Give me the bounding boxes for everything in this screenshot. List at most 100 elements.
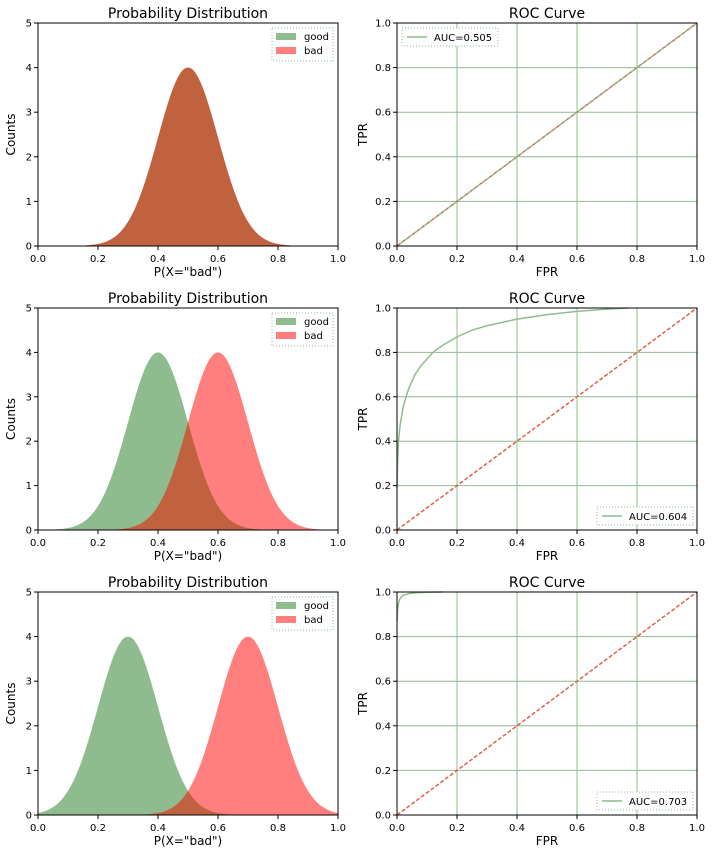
diagonal-line — [396, 591, 698, 816]
x-tick-label: 0.8 — [629, 823, 645, 834]
y-axis-label: Counts — [4, 398, 18, 440]
area-bad — [38, 636, 338, 815]
x-tick-label: 1.0 — [689, 538, 705, 549]
legend: good bad — [271, 596, 334, 631]
area-overlap — [38, 422, 338, 530]
y-tick-label: 0 — [26, 811, 32, 822]
x-tick-label: 0.8 — [629, 538, 645, 549]
x-tick-label: 0.6 — [569, 538, 585, 549]
legend-box — [271, 596, 334, 631]
y-tick-label: 0.2 — [375, 766, 391, 777]
x-tick-label: 0.4 — [150, 254, 166, 265]
diagonal-line — [396, 307, 698, 531]
legend: good bad — [271, 27, 334, 62]
y-tick-label: 0.6 — [375, 108, 391, 119]
y-tick-label: 3 — [26, 392, 32, 403]
x-tick-label: 0.4 — [509, 538, 525, 549]
y-tick-label: 0.6 — [375, 677, 391, 688]
legend-label-good: good — [304, 32, 329, 43]
y-axis-label: TPR — [356, 692, 370, 716]
legend-swatch-good — [276, 318, 296, 325]
x-tick-label: 1.0 — [330, 823, 346, 834]
x-tick-label: 0.0 — [30, 538, 46, 549]
x-tick-label: 0.0 — [389, 254, 405, 265]
roc-curve — [396, 591, 443, 622]
y-tick-label: 1.0 — [375, 19, 391, 30]
chart-title: Probability Distribution — [108, 291, 268, 307]
legend-swatch-good — [276, 602, 296, 609]
x-tick-label: 0.0 — [389, 823, 405, 834]
y-tick-label: 4 — [26, 348, 32, 359]
x-tick-label: 0.2 — [90, 538, 106, 549]
legend: AUC=0.703 — [596, 791, 694, 811]
x-axis-label: FPR — [536, 549, 558, 563]
legend: good bad — [271, 312, 334, 347]
x-tick-label: 0.4 — [150, 823, 166, 834]
legend-swatch-bad — [276, 616, 296, 623]
legend-label-auc: AUC=0.604 — [629, 512, 687, 523]
legend-label-bad: bad — [304, 615, 323, 626]
y-tick-label: 0.8 — [375, 348, 391, 359]
legend-label-bad: bad — [304, 331, 323, 342]
legend-box — [596, 506, 694, 526]
chart-title: Probability Distribution — [108, 575, 268, 591]
x-tick-label: 1.0 — [689, 823, 705, 834]
panel-row1-right: 0.0 0.2 0.4 0.6 0.8 1.0 0.0 0.2 0.4 0.6 0.8 1.0 ROC … — [356, 6, 705, 279]
x-axis-label: P(X="bad") — [154, 834, 223, 848]
x-tick-label: 0.2 — [90, 254, 106, 265]
legend-label-bad: bad — [304, 46, 323, 57]
axes-frame — [396, 591, 698, 816]
x-axis-label: FPR — [536, 834, 558, 848]
y-tick-label: 4 — [26, 632, 32, 643]
axes-frame — [37, 307, 339, 531]
y-tick-label: 0.4 — [375, 152, 391, 163]
legend: AUC=0.604 — [596, 506, 694, 526]
axes-frame — [396, 307, 698, 531]
x-tick-label: 0.2 — [449, 538, 465, 549]
y-tick-label: 0.2 — [375, 481, 391, 492]
x-tick-label: 0.6 — [569, 254, 585, 265]
legend-label-good: good — [304, 317, 329, 328]
area-good — [38, 636, 338, 815]
x-tick-label: 0.8 — [270, 254, 286, 265]
y-tick-label: 5 — [26, 304, 32, 315]
x-tick-label: 0.4 — [509, 254, 525, 265]
x-tick-label: 0.2 — [449, 823, 465, 834]
y-tick-label: 0.0 — [375, 242, 391, 253]
panel-row2-left: 0.0 0.2 0.4 0.6 0.8 1.0 0 1 2 3 4 5 Probability Dist… — [4, 291, 346, 563]
y-tick-label: 0.4 — [375, 437, 391, 448]
legend-label-auc: AUC=0.703 — [629, 797, 687, 808]
y-axis-label: Counts — [4, 114, 18, 156]
y-tick-label: 0.0 — [375, 526, 391, 537]
y-tick-label: 0.0 — [375, 811, 391, 822]
y-tick-label: 1.0 — [375, 304, 391, 315]
panel-row3-right: 0.0 0.2 0.4 0.6 0.8 1.0 0.0 0.2 0.4 0.6 0.8 1.0 ROC … — [356, 575, 705, 848]
y-tick-label: 0.8 — [375, 63, 391, 74]
y-tick-label: 3 — [26, 108, 32, 119]
legend-swatch-good — [276, 33, 296, 40]
legend-box — [401, 27, 499, 47]
x-axis-label: P(X="bad") — [154, 549, 223, 563]
y-tick-label: 0.4 — [375, 721, 391, 732]
x-tick-label: 0.6 — [210, 538, 226, 549]
x-tick-label: 1.0 — [330, 254, 346, 265]
legend-swatch-bad — [276, 47, 296, 54]
y-tick-label: 1.0 — [375, 588, 391, 599]
y-tick-label: 2 — [26, 437, 32, 448]
panel-row2-right: 0.0 0.2 0.4 0.6 0.8 1.0 0.0 0.2 0.4 0.6 0.8 1.0 ROC … — [356, 291, 705, 563]
y-tick-label: 0 — [26, 526, 32, 537]
legend: AUC=0.505 — [401, 27, 499, 47]
y-axis-label: Counts — [4, 683, 18, 725]
x-tick-label: 0.4 — [150, 538, 166, 549]
legend-box — [596, 791, 694, 811]
y-tick-label: 1 — [26, 197, 32, 208]
area-overlap — [38, 67, 338, 246]
y-tick-label: 4 — [26, 63, 32, 74]
y-tick-label: 1 — [26, 766, 32, 777]
x-tick-label: 0.8 — [270, 538, 286, 549]
x-tick-label: 1.0 — [330, 538, 346, 549]
x-tick-label: 0.8 — [629, 254, 645, 265]
y-tick-label: 0.2 — [375, 197, 391, 208]
y-tick-label: 2 — [26, 152, 32, 163]
